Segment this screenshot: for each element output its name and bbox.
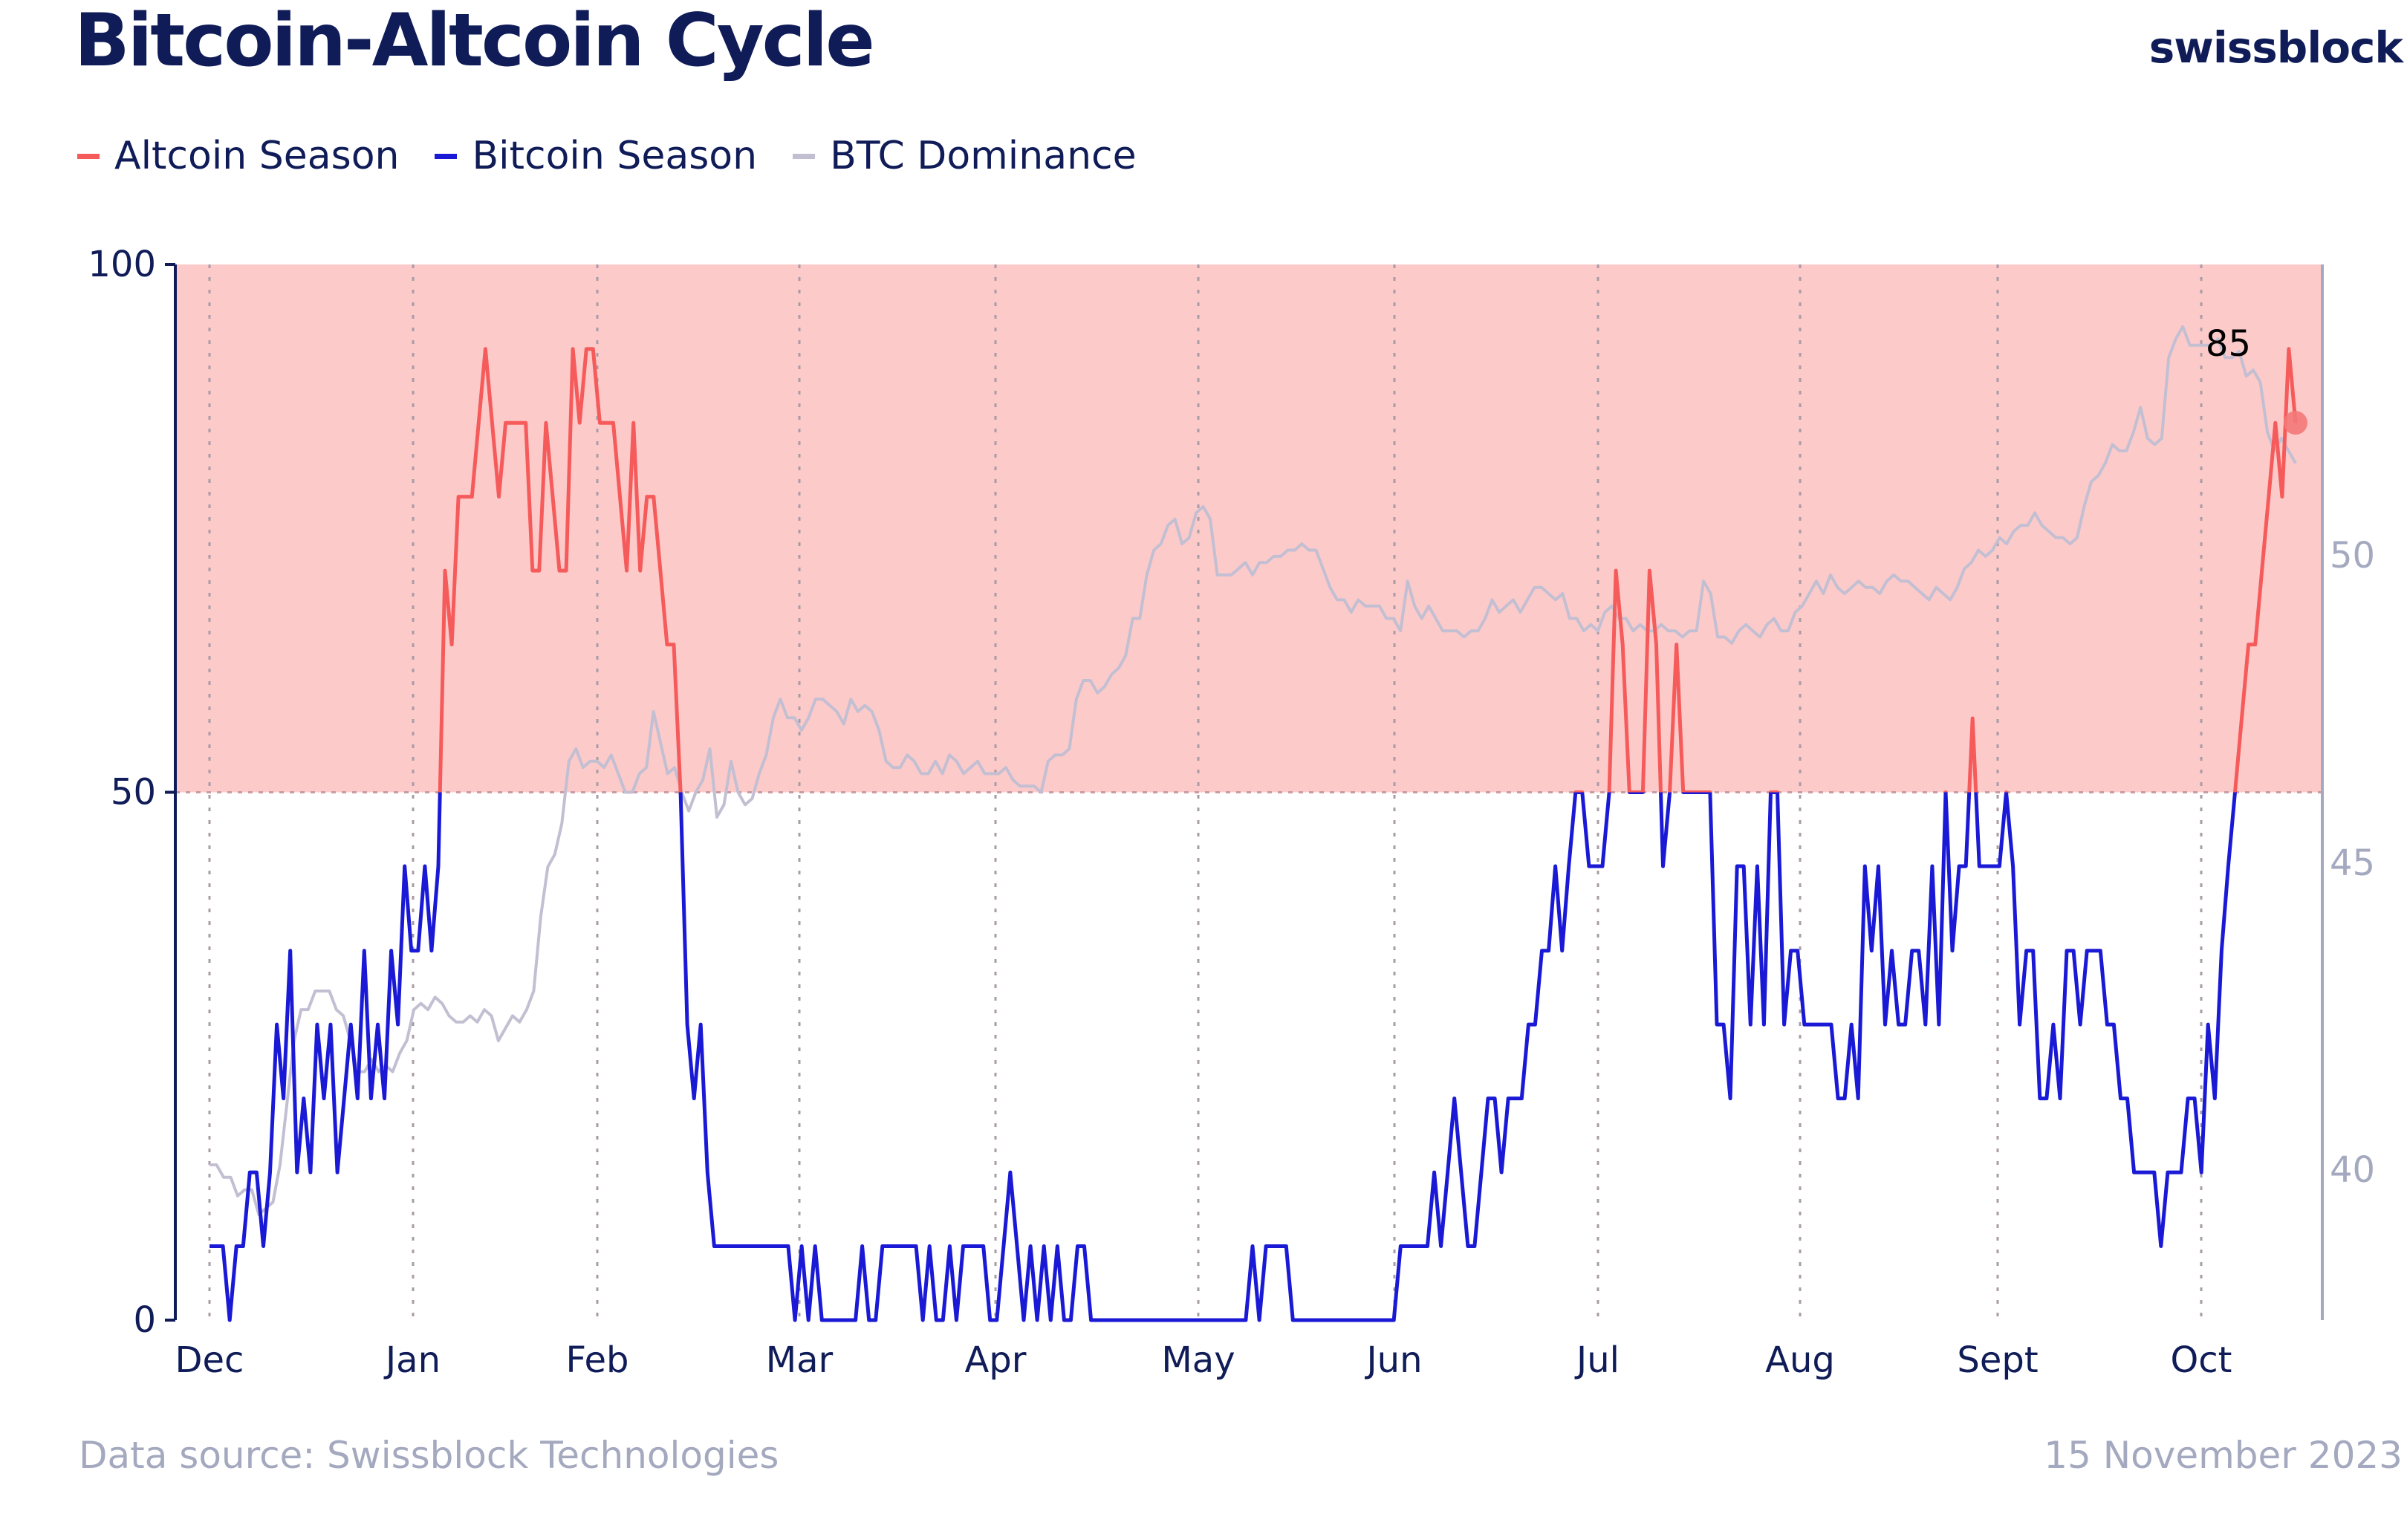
legend-label-altcoin-season: Altcoin Season [114,134,400,178]
bitcoin-season-line [209,792,2238,1322]
x-tick-label-oct: Oct [2171,1339,2232,1381]
altcoin-season-band [175,264,2322,793]
chart-title: Bitcoin-Altcoin Cycle [74,0,875,83]
right-tick-label-45: 45 [2330,842,2375,884]
x-tick-label-may: May [1161,1339,1235,1381]
legend-label-bitcoin-season: Bitcoin Season [472,134,758,178]
legend: Altcoin Season Bitcoin Season BTC Domina… [77,134,1137,178]
x-tick-label-sept: Sept [1957,1339,2038,1381]
legend-item-btc-dominance[interactable]: BTC Dominance [793,134,1137,178]
right-tick-label-50: 50 [2330,535,2375,576]
x-tick-label-jan: Jan [383,1339,441,1381]
x-tick-label-aug: Aug [1765,1339,1835,1381]
legend-item-altcoin-season[interactable]: Altcoin Season [77,134,399,178]
last-point-marker[interactable] [2284,411,2307,435]
left-tick-label-100: 100 [88,244,156,285]
legend-item-bitcoin-season[interactable]: Bitcoin Season [435,134,757,178]
btc-dominance-line [209,325,2297,1216]
legend-label-btc-dominance: BTC Dominance [830,134,1137,178]
brand-logo: swissblock [2148,22,2403,73]
x-tick-label-feb: Feb [566,1339,629,1381]
x-tick-label-jul: Jul [1574,1339,1620,1381]
legend-swatch-altcoin-season [77,153,100,159]
x-tick-label-dec: Dec [175,1339,244,1381]
right-tick-label-40: 40 [2330,1149,2375,1191]
left-tick-label-0: 0 [133,1299,156,1341]
x-tick-label-mar: Mar [766,1339,834,1381]
altcoin-season-line [438,347,2298,793]
x-tick-label-jun: Jun [1365,1339,1423,1381]
legend-swatch-bitcoin-season [435,153,458,159]
series-lines [209,325,2298,1322]
report-date: 15 November 2023 [2044,1434,2403,1477]
tick-labels: 0 50 100 40 45 50 Dec Jan Feb Mar Apr May Jun Jul Aug S… [88,244,2375,1381]
left-tick-label-50: 50 [111,772,156,813]
x-tick-label-apr: Apr [964,1339,1026,1381]
annotation-label: 85 [2206,323,2251,365]
data-source: Data source: Swissblock Technologies [79,1434,779,1477]
legend-swatch-btc-dominance [793,153,816,159]
